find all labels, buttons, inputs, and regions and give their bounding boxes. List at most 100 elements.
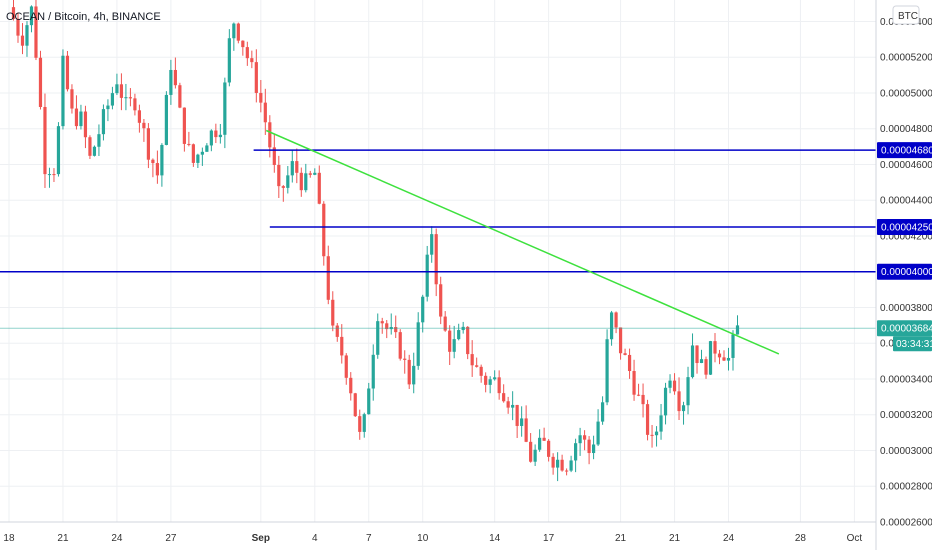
candle-body	[641, 394, 645, 405]
time-tick-label: 24	[723, 533, 735, 544]
candle-body	[475, 365, 479, 367]
candle-body	[488, 379, 492, 385]
candle-body	[335, 325, 339, 337]
candle-body	[43, 106, 47, 175]
time-tick-label: 27	[165, 533, 177, 544]
time-tick-label: Oct	[847, 533, 863, 544]
level-label-box	[877, 142, 932, 159]
candle-body	[430, 234, 434, 255]
time-tick-label: 18	[3, 533, 15, 544]
candle-body	[304, 173, 308, 191]
candle-body	[439, 284, 443, 317]
candle-body	[560, 459, 564, 471]
candle-body	[735, 325, 740, 335]
candle-body	[326, 256, 330, 300]
candle-body	[632, 371, 636, 395]
candle-body	[677, 391, 681, 412]
candle-body	[506, 401, 510, 408]
candle-body	[600, 402, 605, 422]
candle-body	[686, 377, 690, 406]
candle-body	[672, 380, 677, 392]
candle-body	[547, 440, 551, 457]
candle-body	[74, 108, 79, 127]
time-axis[interactable]: 18 21 24 27 Sep 4 7 10 14 17 21 21 24 28 Oct	[3, 533, 862, 544]
candle-body	[650, 434, 654, 436]
time-tick-label: 17	[543, 533, 555, 544]
chart-title: OCEAN / Bitcoin, 4h, BINANCE	[6, 11, 161, 23]
last-price-value: 0.00003684	[881, 324, 932, 335]
candle-body	[70, 89, 74, 109]
candle-body	[511, 404, 515, 408]
currency-button[interactable]: BTC	[892, 5, 920, 25]
candle-body	[101, 109, 106, 135]
candle-body	[704, 359, 708, 375]
candle-body	[340, 336, 344, 356]
candle-body	[277, 164, 281, 187]
candle-body	[65, 55, 70, 90]
candle-body	[403, 358, 407, 360]
candle-body	[308, 173, 312, 175]
time-tick-label: 28	[795, 533, 807, 544]
candle-body	[259, 92, 263, 103]
candle-body	[443, 316, 447, 331]
candle-body	[11, 7, 16, 19]
candle-body	[263, 102, 267, 123]
candle-body	[605, 339, 609, 403]
candle-body	[587, 439, 591, 454]
candle-body	[164, 94, 168, 145]
candle-body	[609, 312, 614, 340]
candle-body	[722, 357, 726, 361]
candle-body	[47, 174, 52, 176]
candle-body	[331, 299, 335, 326]
candle-body	[362, 414, 366, 432]
candle-body	[299, 172, 303, 191]
price-tick-label: 0.00003800	[880, 303, 932, 314]
candle-body	[731, 334, 735, 358]
candle-body	[470, 354, 474, 366]
candle-body	[434, 234, 438, 285]
candle-body	[344, 355, 348, 378]
candle-body	[110, 93, 115, 106]
candle-body	[497, 377, 501, 394]
trend-line[interactable]	[265, 129, 780, 355]
candle-body	[717, 353, 722, 358]
level-label: 0.00004680	[881, 146, 932, 157]
last-price-label: 0.00003684 03:34:31	[877, 320, 932, 352]
candle-body	[83, 111, 88, 138]
level-label-box	[877, 263, 932, 280]
price-tick-label: 0.00003200	[880, 410, 932, 421]
candle-body	[690, 345, 695, 378]
horizontal-levels[interactable]	[0, 149, 876, 273]
time-tick-label: 21	[669, 533, 681, 544]
price-tick-label: 0.00004200	[880, 231, 932, 242]
candle-body	[538, 437, 542, 450]
candle-body	[56, 126, 61, 175]
candle-body	[466, 326, 470, 355]
price-tick-label: 0.00005000	[880, 88, 932, 99]
candle-body	[137, 110, 142, 123]
candle-body	[663, 387, 668, 416]
candle-body	[367, 388, 371, 415]
candle-body	[286, 175, 290, 188]
candle-body	[20, 35, 25, 46]
price-tick-label: 0.00003000	[880, 446, 932, 457]
candle-body	[178, 85, 182, 108]
price-tick-label: 0.00004600	[880, 160, 932, 171]
candle-body	[529, 441, 533, 462]
candle-body	[551, 456, 555, 468]
candle-body	[214, 130, 218, 138]
time-tick-label: 4	[312, 533, 318, 544]
level-label: 0.00004000	[881, 267, 932, 278]
candle-body	[569, 460, 573, 471]
candle-body	[520, 418, 524, 426]
candle-body	[128, 97, 133, 99]
candle-body	[254, 62, 258, 93]
candle-body	[533, 449, 537, 462]
candle-body	[29, 6, 34, 26]
candle-body	[645, 404, 650, 435]
candle-body	[79, 111, 83, 127]
candle-body	[614, 312, 618, 328]
level-label: 0.00004250	[881, 223, 932, 234]
